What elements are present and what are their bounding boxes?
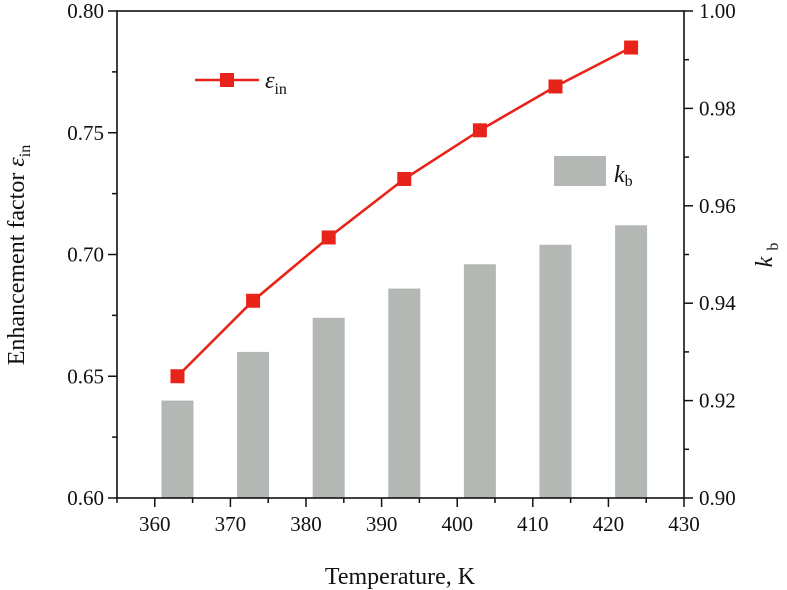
y-axis-left-title: Enhancement factor εin: [4, 145, 34, 365]
y-axis-right-title-text: k: [752, 256, 778, 267]
point-epsilon: [321, 230, 336, 245]
y-left-tick-label: 0.75: [67, 121, 104, 145]
y-left-tick-label: 0.80: [67, 0, 104, 23]
y-axis-right: 0.90 0.92 0.94 0.96 0.98 1.00: [684, 0, 736, 510]
y-left-tick-label: 0.60: [67, 486, 104, 510]
bar-kb: [539, 244, 572, 498]
bar-kb: [615, 225, 648, 498]
point-epsilon: [246, 293, 261, 308]
x-axis-title: Temperature, K: [325, 564, 476, 590]
x-tick-label: 400: [441, 512, 473, 536]
legend-epsilon-label: εin: [265, 68, 287, 98]
y-right-tick-label: 0.90: [699, 486, 736, 510]
point-epsilon: [548, 79, 563, 94]
x-tick-label: 380: [290, 512, 322, 536]
y-right-tick-label: 1.00: [699, 0, 736, 23]
y-right-tick-label: 0.96: [699, 194, 736, 218]
y-right-tick-label: 0.98: [699, 96, 736, 120]
bar-kb: [161, 400, 194, 498]
point-epsilon: [472, 123, 487, 138]
legend-epsilon-marker: [220, 73, 234, 87]
legend-kb: kb: [554, 156, 633, 190]
x-tick-label: 430: [668, 512, 700, 536]
point-epsilon: [170, 369, 185, 384]
bar-series-kb: [161, 225, 648, 498]
y-left-tick-label: 0.70: [67, 243, 104, 267]
legend-kb-label: kb: [614, 162, 633, 190]
x-axis: 360 370 380 390 400 410 420 430: [116, 498, 700, 536]
bar-kb: [388, 288, 421, 498]
y-axis-right-title: k b: [752, 243, 782, 268]
y-right-tick-label: 0.92: [699, 389, 736, 413]
x-tick-label: 390: [366, 512, 398, 536]
bar-kb: [463, 264, 496, 498]
y-axis-left: 0.60 0.65 0.70 0.75 0.80: [67, 0, 117, 510]
y-axis-left-title-text: Enhancement factor: [4, 167, 30, 366]
legend-kb-swatch: [554, 156, 606, 186]
x-tick-label: 360: [139, 512, 171, 536]
point-epsilon: [624, 40, 639, 55]
bar-kb: [237, 351, 270, 498]
x-tick-label: 370: [215, 512, 247, 536]
legend-epsilon-in: εin: [195, 68, 287, 98]
y-left-tick-label: 0.65: [67, 364, 104, 388]
y-right-tick-label: 0.94: [699, 291, 736, 315]
point-epsilon: [397, 172, 412, 187]
line-series-epsilon-in: [170, 40, 639, 384]
bar-kb: [312, 317, 345, 498]
x-tick-label: 410: [517, 512, 549, 536]
x-tick-label: 420: [593, 512, 625, 536]
